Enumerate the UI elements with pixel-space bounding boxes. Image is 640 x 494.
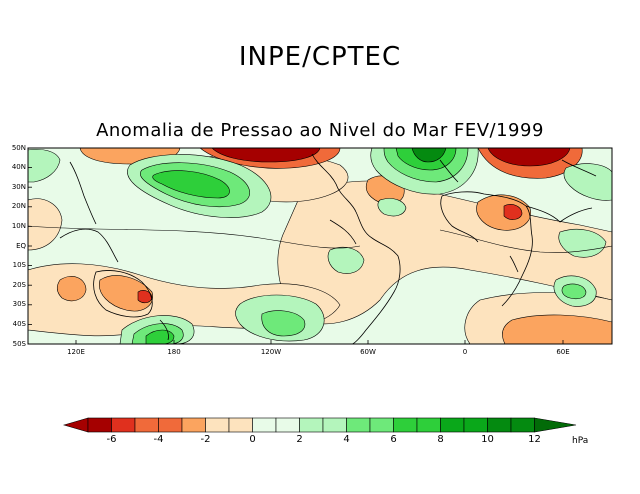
colorbar-bin <box>111 417 136 433</box>
colorbar-tick-label: 8 <box>437 434 444 445</box>
neg6-australia <box>137 290 153 304</box>
pos10-north-atlantic <box>411 148 447 163</box>
colorbar-bin <box>510 417 535 433</box>
colorbar-bin <box>369 417 394 433</box>
neg4-australia <box>99 275 153 312</box>
lat-label: 20S <box>12 281 26 289</box>
colorbar-tick-label: -4 <box>153 434 164 445</box>
colorbar-tick-label: 12 <box>528 434 541 445</box>
lon-label: 60E <box>556 348 570 356</box>
colorbar-bin <box>275 417 300 433</box>
pos-indian-ocean <box>558 229 607 258</box>
colorbar-tick-label: 6 <box>390 434 397 445</box>
lat-label: 40N <box>11 163 26 171</box>
pos-west-pacific-north <box>28 149 61 183</box>
colorbar-bin <box>134 417 159 433</box>
pos-south-america <box>327 247 365 274</box>
lat-label: 50N <box>11 144 26 152</box>
lat-label: 10N <box>11 222 26 230</box>
colorbar-tick-label: 4 <box>343 434 350 445</box>
colorbar <box>62 417 577 433</box>
lat-label: 50S <box>12 340 26 348</box>
colorbar-bin <box>322 417 347 433</box>
neg4-indian <box>56 276 87 302</box>
lat-ticks <box>28 147 32 345</box>
neg4-south-africa <box>502 314 612 344</box>
pos-east-asia <box>563 163 612 201</box>
colorbar-tick-label: 2 <box>296 434 303 445</box>
lat-label: 30N <box>11 183 26 191</box>
neg6-north-africa <box>503 204 523 220</box>
colorbar-bin <box>228 417 253 433</box>
colorbar-bin <box>299 417 324 433</box>
neg8-europe <box>487 148 571 167</box>
colorbar-unit: hPa <box>572 436 589 446</box>
lon-label: 120E <box>67 348 85 356</box>
anomaly-field <box>28 148 612 344</box>
neg4-north-africa <box>476 194 531 231</box>
colorbar-max-arrow <box>534 417 577 433</box>
lon-label: 180 <box>167 348 181 356</box>
colorbar-bin <box>440 417 465 433</box>
pos6-north-pacific <box>152 170 230 199</box>
neg-anomaly-west-pacific <box>28 198 63 251</box>
colorbar-bin <box>252 417 277 433</box>
colorbar-bin <box>181 417 206 433</box>
colorbar-bin <box>205 417 230 433</box>
coastlines <box>59 153 597 344</box>
colorbar-bin <box>487 417 512 433</box>
lon-label: 120W <box>260 348 282 356</box>
lat-label: 40S <box>12 320 26 328</box>
colorbar-bin <box>393 417 418 433</box>
colorbar-tick-label: 0 <box>249 434 256 445</box>
lat-label: 10S <box>12 261 26 269</box>
colorbar-bin <box>416 417 441 433</box>
colorbar-tick-label: -6 <box>106 434 117 445</box>
colorbar-bin <box>87 417 112 433</box>
colorbar-min-arrow <box>62 417 89 433</box>
lat-label: 30S <box>12 300 26 308</box>
map-title: Anomalia de Pressao ao Nivel do Mar FEV/… <box>96 120 544 141</box>
neg8-north-pacific <box>211 148 321 163</box>
colorbar-bin <box>463 417 488 433</box>
pos4-south-indian <box>561 283 587 300</box>
colorbar-tick-label: -2 <box>200 434 211 445</box>
lon-label: 0 <box>462 348 468 356</box>
lon-label: 60W <box>360 348 376 356</box>
pos4-south-pacific <box>261 310 306 337</box>
colorbar-bin <box>346 417 371 433</box>
lon-ticks <box>75 340 564 344</box>
pos-caribbean <box>377 198 407 217</box>
colorbar-tick-label: 10 <box>481 434 494 445</box>
lat-label: EQ <box>16 242 26 250</box>
lat-label: 20N <box>11 202 26 210</box>
colorbar-bin <box>158 417 183 433</box>
organization-title: INPE/CPTEC <box>238 42 402 72</box>
